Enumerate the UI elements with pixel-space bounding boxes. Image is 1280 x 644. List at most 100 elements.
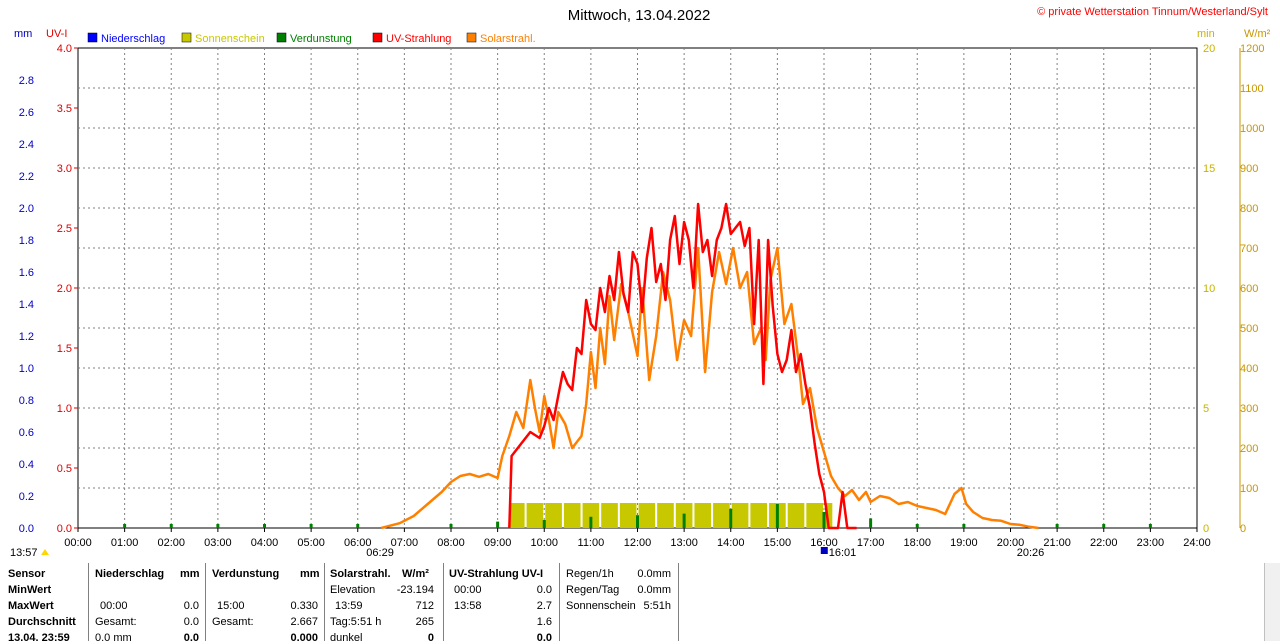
- uv-tick-label: 0.0: [57, 523, 72, 535]
- mm-tick-label: 2.8: [19, 75, 34, 87]
- evaporation-bar: [775, 504, 779, 528]
- axes: 00:00 01:00 02:00 03:00 04:00 05:00 06:00 07:00…: [19, 43, 1265, 549]
- x-tick-label: 09:00: [484, 537, 512, 549]
- rain-day-value: 0.0mm: [637, 584, 671, 596]
- evaporation-bar: [915, 524, 919, 528]
- legend-swatch: [466, 32, 477, 43]
- wm2-tick-label: 100: [1240, 483, 1258, 495]
- x-tick-label: 05:00: [297, 537, 325, 549]
- wm2-tick-label: 900: [1240, 163, 1258, 175]
- evap-max-value: 0.330: [290, 600, 318, 612]
- divider: [443, 563, 444, 641]
- evaporation-bar: [1148, 524, 1152, 528]
- mm-tick-label: 2.4: [19, 139, 34, 151]
- evaporation-bar: [1055, 524, 1059, 528]
- evaporation-bar: [356, 524, 360, 528]
- uv-line: [508, 202, 857, 530]
- wm2-tick-label: 1000: [1240, 123, 1264, 135]
- evap-total-value: 2.667: [290, 616, 318, 628]
- sunshine-bar: [582, 503, 600, 528]
- uv-tick-label: 1.5: [57, 343, 72, 355]
- x-tick-label: 14:00: [717, 537, 745, 549]
- sunshine-label: Sonnenschein: [566, 600, 636, 612]
- x-tick-label: 00:00: [64, 537, 92, 549]
- uv-min-time: 00:00: [454, 584, 482, 596]
- min-tick-label: 5: [1203, 403, 1209, 415]
- uv-axis-label: UV-I: [46, 28, 67, 40]
- divider: [88, 563, 89, 641]
- sunshine-bar: [787, 503, 805, 528]
- min-axis-label: min: [1197, 28, 1215, 40]
- row-label-avg: Durchschnitt: [8, 616, 76, 628]
- row-label-max: MaxWert: [8, 600, 54, 612]
- min-tick-label: 10: [1203, 283, 1215, 295]
- rain-hour-value: 0.0mm: [637, 568, 671, 580]
- series-sonnenschein: [510, 503, 833, 528]
- sunshine-bar: [563, 503, 581, 528]
- precip-current-value: 0.0: [183, 632, 199, 644]
- evaporation-bar: [636, 515, 639, 528]
- sunshine-bar: [657, 503, 674, 528]
- evaporation-bar: [1102, 524, 1106, 528]
- time-markers: 13:57 06:29 20:26 16:01: [10, 547, 1044, 559]
- uv-avg-value: 1.6: [536, 616, 552, 628]
- scrollbar[interactable]: [1264, 563, 1280, 641]
- wm2-tick-label: 700: [1240, 243, 1258, 255]
- evaporation-bar: [309, 524, 313, 528]
- mm-tick-label: 1.6: [19, 267, 34, 279]
- rain-hour-label: Regen/1h: [566, 568, 614, 580]
- wm2-tick-label: 1100: [1240, 83, 1264, 95]
- evaporation-bar: [263, 524, 266, 528]
- precip-max-value: 0.0: [183, 600, 199, 612]
- series-solarstrahl: [380, 246, 1039, 530]
- evaporation-bar: [216, 524, 220, 528]
- evap-total-label: Gesamt:: [212, 616, 254, 628]
- x-tick-label: 20:00: [997, 537, 1025, 549]
- sunshine-bar: [619, 503, 637, 528]
- uv-header: UV-Strahlung UV-I: [449, 568, 544, 580]
- wm2-tick-label: 800: [1240, 203, 1258, 215]
- solar-elevation-label: Elevation: [330, 584, 376, 596]
- legend-label: Verdunstung: [290, 33, 352, 45]
- min-tick-label: 15: [1203, 163, 1215, 175]
- legend-swatch: [181, 32, 192, 43]
- sunshine-bar: [731, 503, 749, 528]
- precip-total-value: 0.0: [183, 616, 199, 628]
- wm2-tick-label: 400: [1240, 363, 1258, 375]
- sensor-header: Sensor: [8, 568, 46, 580]
- mm-tick-label: 0.0: [19, 523, 34, 535]
- x-tick-label: 10:00: [530, 537, 558, 549]
- mm-tick-label: 2.6: [19, 107, 34, 119]
- x-tick-label: 24:00: [1183, 537, 1211, 549]
- x-tick-label: 13:00: [670, 537, 698, 549]
- divider: [324, 563, 325, 641]
- sensor-column: Sensor MinWert MaxWert Durchschnitt 13.0…: [8, 563, 86, 644]
- wm2-tick-label: 1200: [1240, 43, 1264, 55]
- evaporation-bar: [123, 524, 127, 528]
- sunshine-bar: [694, 503, 712, 528]
- x-tick-label: 22:00: [1090, 537, 1118, 549]
- uv-tick-label: 3.5: [57, 103, 72, 115]
- sunshine-bar: [825, 503, 833, 528]
- sunshine-bar: [601, 503, 618, 528]
- solar-day-label: Tag:5:51 h: [330, 616, 382, 628]
- precip-column: Niederschlag mm 00:00 0.0 Gesamt: 0.0 0.…: [95, 563, 200, 644]
- copyright-text: © private Wetterstation Tinnum/Westerlan…: [1037, 6, 1268, 18]
- uv-max-value: 2.7: [536, 600, 552, 612]
- series-verdunstung: [123, 504, 1152, 528]
- stats-table: Sensor MinWert MaxWert Durchschnitt 13.0…: [0, 563, 1280, 644]
- sunshine-bar: [806, 503, 823, 528]
- legend-label: Sonnenschein: [195, 33, 265, 45]
- uv-tick-label: 2.0: [57, 283, 72, 295]
- x-tick-label: 16:00: [810, 537, 838, 549]
- evaporation-bar: [822, 512, 826, 528]
- x-tick-label: 02:00: [157, 537, 185, 549]
- uv-tick-label: 1.0: [57, 403, 72, 415]
- uv-tick-label: 0.5: [57, 463, 72, 475]
- uv-column: UV-Strahlung UV-I 00:00 0.0 13:58 2.7 1.…: [449, 563, 554, 644]
- legend-swatch: [372, 32, 383, 43]
- mm-tick-label: 1.0: [19, 363, 34, 375]
- wm2-axis-label: W/m²: [1244, 28, 1271, 40]
- noon-marker-icon: [41, 549, 49, 555]
- x-tick-label: 23:00: [1137, 537, 1165, 549]
